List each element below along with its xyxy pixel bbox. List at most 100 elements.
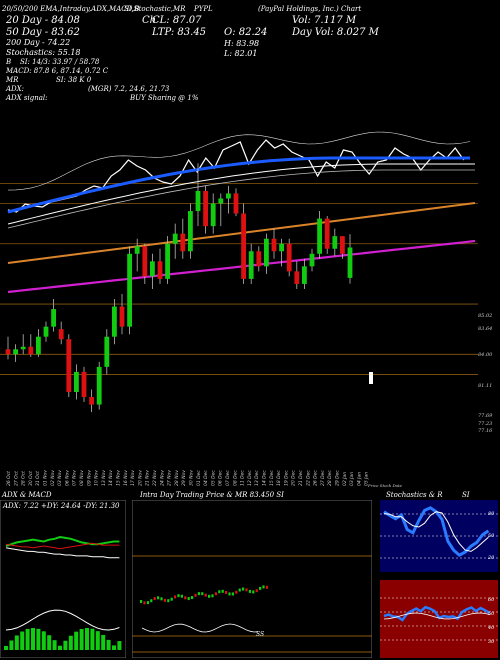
ema50-line [7, 163, 475, 225]
candle-down [66, 339, 72, 393]
candle-up [150, 261, 155, 277]
candle-up [172, 233, 178, 244]
candle-up [20, 346, 26, 350]
candle-down [233, 193, 239, 214]
date-axis-labels: 26 Oct 27 Oct 28 Oct 30 Oct 31 Oct 01 Nov 02 N… [6, 470, 370, 486]
candle-up [36, 336, 41, 355]
adx-values: ADX: 7.22 +DY: 24.64 -DY: 21.30 [3, 502, 120, 510]
mgr-label: (MGR) 7.2, 24.6, 21.73 [88, 85, 170, 93]
ticker-short: PYPL [194, 5, 213, 13]
b-label: B [6, 58, 12, 66]
price-level-label: 83.64 [478, 326, 493, 332]
intraday-volume-line [141, 623, 259, 633]
date-label: 03 Jan [349, 472, 355, 486]
date-label: 05 Dec [210, 470, 216, 486]
candle-down [294, 271, 300, 284]
candle-down [119, 306, 125, 327]
date-label: 04 Jan [356, 472, 362, 486]
date-label: 29 Dec [335, 470, 341, 486]
macd-label: MACD: 87.8 6, 87.14, 0.72 C [6, 67, 109, 75]
date-label: 28 Oct [21, 471, 27, 486]
date-label: 22 Nov [152, 470, 158, 486]
intraday-candle [157, 596, 160, 600]
candle-up [195, 190, 201, 212]
macd-histogram-bar [31, 628, 35, 650]
stochastics-label: Stochastics: 55.18 [6, 48, 81, 57]
date-label: 28 Dec [327, 470, 333, 486]
main-price-chart: 26 Oct 27 Oct 28 Oct 30 Oct 31 Oct 01 Nov 02 N… [0, 131, 478, 486]
candle-up [43, 326, 49, 337]
candle-up [279, 243, 284, 252]
candle-down [324, 218, 330, 249]
intraday-candle [228, 592, 231, 596]
candle-up [165, 243, 170, 279]
latest-candle [369, 372, 373, 384]
intraday-candle [214, 592, 217, 596]
macd-histogram-bar [90, 628, 95, 650]
intraday-candle [146, 601, 149, 605]
mr-level-60: 60 [488, 597, 495, 603]
buy-label: BUY Sharing @ 1% [130, 94, 199, 102]
intraday-panel-title: Intra Day Trading Price & MR 83.450 SI [140, 491, 284, 499]
candle-down [89, 397, 94, 405]
intraday-candle [211, 594, 214, 598]
candle-up [332, 236, 338, 249]
date-label: 27 Nov [167, 470, 173, 486]
stoch-series-line [383, 511, 489, 552]
open-label: O: 82.24 [224, 27, 268, 38]
candle-down [286, 243, 292, 272]
candle-up [188, 211, 193, 252]
date-label: 14 Dec [262, 470, 268, 486]
candle-up [74, 371, 79, 393]
macd-histogram-bar [68, 635, 73, 650]
intraday-candle [201, 592, 204, 596]
high-label: H: 83.98 [224, 39, 260, 48]
macd-histogram-bar [52, 640, 57, 650]
date-label: 20 Nov [137, 470, 143, 486]
price-level-label: 84.00 [478, 352, 493, 358]
date-label: 07 Dec [225, 470, 231, 486]
intraday-candle [238, 588, 241, 592]
date-label: 19 Dec [283, 470, 289, 486]
candle-up [309, 253, 315, 267]
candle-down [157, 261, 163, 279]
candle-down [142, 246, 148, 277]
date-label: 29 Nov [181, 470, 187, 486]
intraday-candle [191, 596, 194, 600]
price-level-label: 77.16 [478, 428, 493, 434]
adx-signal-label: ADX signal: [6, 94, 48, 102]
adx-macd-panel [0, 500, 126, 658]
date-label: 26 Oct [6, 471, 12, 486]
mr-level-30: 30 [488, 639, 495, 645]
date-label: 13 Dec [254, 470, 260, 486]
date-label: 21 Nov [145, 470, 151, 486]
macd-histogram-bar [58, 645, 62, 650]
macd-histogram-bar [4, 646, 8, 650]
candle-up [134, 246, 140, 254]
date-label: 16 Nov [123, 470, 129, 486]
candle-up [302, 266, 307, 284]
intraday-candle [197, 592, 200, 596]
candle-up [347, 247, 353, 278]
date-label: 14 Nov [108, 470, 114, 486]
intraday-candle [184, 596, 187, 600]
intraday-candle [231, 592, 234, 596]
date-label: 17 Nov [130, 470, 136, 486]
intraday-candle [252, 590, 255, 594]
stoch-mr-label: SI,Stochastic,MR [124, 5, 186, 13]
candle-down [203, 190, 208, 227]
macd-histogram-bar [9, 640, 14, 650]
stoch-panel-si: SI [462, 491, 470, 499]
indicators-line: 20/50/200 EMA,Intraday,ADX,MACD,B [2, 5, 140, 13]
date-label: 11 Dec [240, 470, 246, 486]
candle-up [13, 349, 18, 355]
macd-histogram-bar [14, 635, 19, 650]
intraday-candle [150, 599, 153, 603]
day-volume-label: Day Vol: 8.027 M [292, 27, 379, 38]
intraday-candle [174, 595, 177, 599]
intraday-candle [262, 585, 265, 589]
date-label: 12 Dec [247, 470, 253, 486]
date-label: 13 Nov [101, 470, 107, 486]
candle-up [218, 198, 224, 204]
intraday-candle [177, 594, 180, 598]
